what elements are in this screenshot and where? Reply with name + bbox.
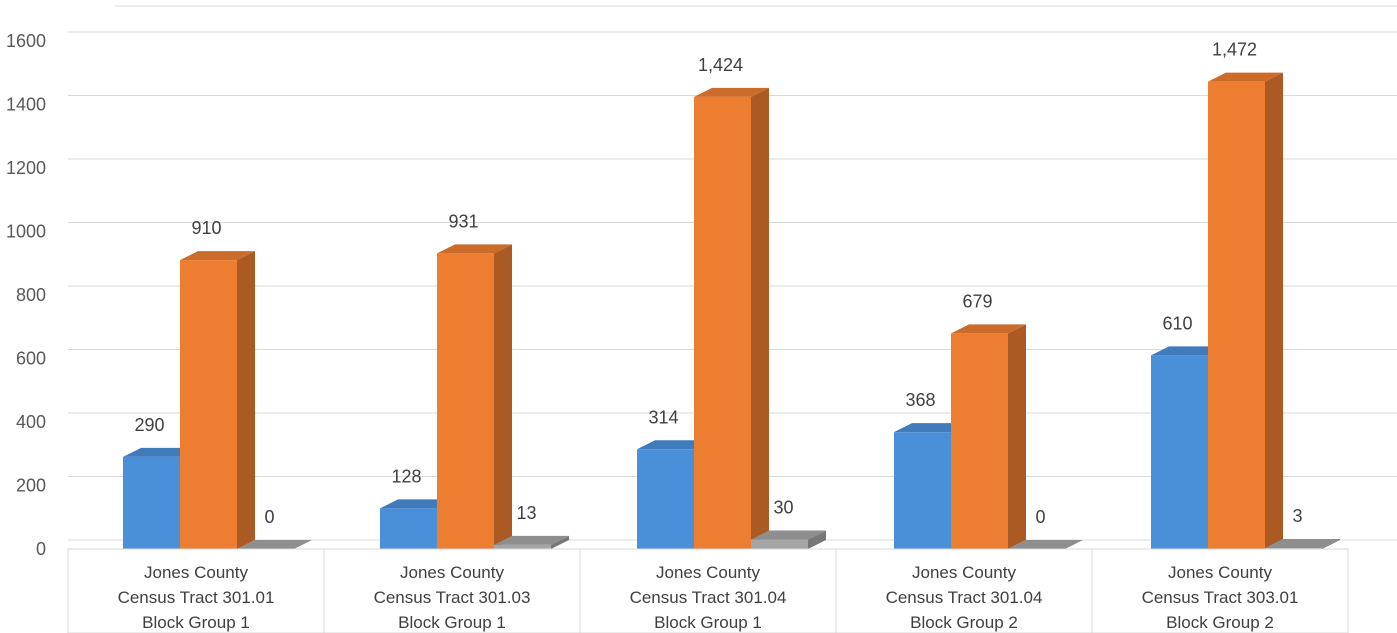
category-label-line: Block Group 1 (654, 613, 762, 632)
category-label-line: Jones County (144, 563, 248, 582)
y-tick-label: 1200 (6, 158, 46, 178)
bar-top (1151, 346, 1226, 356)
category-label-line: Census Tract 301.03 (374, 588, 531, 607)
data-label: 290 (134, 415, 164, 435)
category-label-line: Jones County (912, 563, 1016, 582)
data-label: 0 (1035, 507, 1045, 527)
bar-front (123, 456, 180, 549)
bar-front (180, 260, 237, 549)
category-label-line: Census Tract 301.04 (630, 588, 787, 607)
bar-top (1265, 539, 1340, 549)
bar-top (1208, 72, 1283, 82)
category-label-line: Jones County (400, 563, 504, 582)
x-axis-categories: Jones County Census Tract 301.01 Block Gro… (67, 548, 1349, 633)
y-tick-label: 200 (16, 476, 46, 496)
bar-top (180, 251, 255, 261)
bar-front (951, 333, 1008, 549)
data-label: 1,424 (698, 55, 743, 75)
bar-side (751, 87, 769, 549)
data-label: 1,472 (1212, 40, 1257, 60)
data-label: 0 (264, 507, 274, 527)
data-label: 910 (191, 218, 221, 238)
bar-front (894, 432, 951, 549)
bar-front (1208, 81, 1265, 549)
bar-front (437, 253, 494, 549)
bar (1208, 72, 1283, 549)
bar-front (637, 449, 694, 549)
data-label: 128 (391, 466, 421, 486)
bar-top (237, 540, 312, 549)
category-cell (1091, 548, 1349, 633)
data-label: 679 (962, 291, 992, 311)
bar-top (437, 244, 512, 254)
category-label-line: Block Group 2 (910, 613, 1018, 632)
bar-top (894, 423, 969, 433)
data-label: 13 (516, 503, 536, 523)
bar (437, 244, 512, 549)
bar-top (694, 87, 769, 97)
category-label-line: Block Group 1 (398, 613, 506, 632)
category-label-line: Census Tract 301.01 (118, 588, 275, 607)
bar-top (123, 447, 198, 457)
category-label-line: Jones County (1168, 563, 1272, 582)
bar-side (551, 535, 569, 549)
bar-top (1008, 540, 1083, 549)
bar-front (380, 508, 437, 549)
bar (751, 530, 826, 549)
category-label-line: Census Tract 303.01 (1142, 588, 1299, 607)
bar-side (1322, 539, 1340, 549)
y-tick-label: 0 (36, 539, 46, 559)
bar (180, 251, 255, 549)
bar-front (1151, 355, 1208, 549)
y-tick-label: 1400 (6, 95, 46, 115)
data-label: 931 (448, 211, 478, 231)
y-tick-label: 600 (16, 349, 46, 369)
category-label-line: Block Group 2 (1166, 613, 1274, 632)
bar-top (751, 530, 826, 540)
bar-side (1265, 72, 1283, 549)
bar-front (494, 544, 551, 549)
bar-front (751, 539, 808, 549)
y-tick-label: 1600 (6, 31, 46, 51)
data-label: 3 (1292, 506, 1302, 526)
bar-front (694, 96, 751, 549)
bars (123, 72, 1340, 549)
bar-side (808, 530, 826, 549)
bar (951, 324, 1026, 549)
data-label: 610 (1162, 313, 1192, 333)
y-tick-label: 800 (16, 285, 46, 305)
bar-top (494, 535, 569, 545)
bar-top (637, 440, 712, 450)
category-label-line: Census Tract 301.04 (886, 588, 1043, 607)
bar-side (494, 244, 512, 549)
data-labels: 290 910 0 128 931 13 314 1,424 30 368 679 0 610 1,472… (134, 40, 1302, 527)
data-label: 314 (648, 407, 678, 427)
category-label-line: Jones County (656, 563, 760, 582)
y-tick-label: 400 (16, 412, 46, 432)
category-label-line: Block Group 1 (142, 613, 250, 632)
bar-top (951, 324, 1026, 334)
y-tick-label: 1000 (6, 222, 46, 242)
bar (237, 540, 312, 549)
bar-top (380, 499, 455, 509)
bar (694, 87, 769, 549)
data-label: 30 (773, 497, 793, 517)
y-axis-ticks: 0 200 400 600 800 1000 1200 1400 1600 (6, 31, 46, 559)
bar-side (1008, 324, 1026, 549)
bar-side (237, 251, 255, 549)
bar (494, 535, 569, 549)
data-label: 368 (905, 390, 935, 410)
bar (1008, 540, 1083, 549)
